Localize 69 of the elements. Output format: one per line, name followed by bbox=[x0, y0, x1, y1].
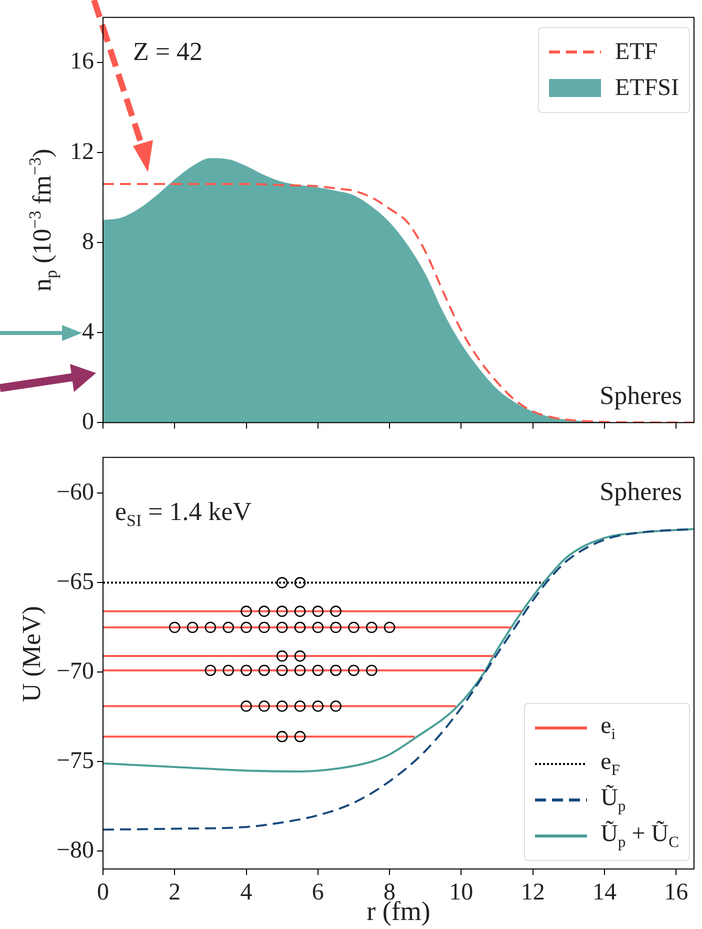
point bbox=[348, 622, 360, 634]
point bbox=[240, 606, 252, 617]
annotation: Spheres bbox=[600, 380, 682, 410]
point bbox=[240, 700, 252, 712]
y-axis-title: U (MeV) bbox=[17, 606, 46, 702]
legend-label: ETFSI bbox=[614, 74, 679, 102]
point bbox=[276, 650, 288, 662]
point bbox=[204, 622, 216, 634]
point bbox=[294, 664, 306, 676]
point bbox=[276, 606, 288, 617]
legend-label: Ũ$_{p}$ bbox=[600, 784, 626, 816]
point bbox=[294, 650, 306, 662]
x-tick-label: 4 bbox=[240, 880, 252, 906]
y-tick-label: −65 bbox=[56, 568, 94, 595]
point bbox=[294, 730, 306, 742]
y-tick-label: −70 bbox=[56, 658, 94, 684]
point bbox=[222, 664, 234, 676]
point bbox=[330, 606, 342, 617]
point bbox=[312, 606, 324, 617]
legend-label: ETF bbox=[614, 38, 658, 66]
y-tick-label: 12 bbox=[70, 138, 94, 165]
point bbox=[258, 700, 270, 712]
point bbox=[222, 622, 234, 634]
point bbox=[330, 700, 342, 712]
annotation: e$_{SI}$ = 1.4 keV bbox=[115, 497, 252, 531]
point bbox=[294, 622, 306, 634]
point bbox=[240, 622, 252, 634]
legend-label: e$_{F}$ bbox=[600, 748, 620, 780]
point bbox=[204, 664, 216, 676]
point bbox=[276, 577, 288, 588]
x-tick-label: 10 bbox=[449, 880, 474, 906]
point bbox=[312, 622, 324, 634]
y-tick-label: −60 bbox=[56, 479, 94, 506]
legend-label: Ũ$_{p}$ + Ũ$_{C}$ bbox=[600, 820, 679, 852]
y-tick-label: −80 bbox=[56, 837, 94, 864]
point bbox=[186, 622, 198, 634]
point bbox=[276, 622, 288, 634]
annotation: Z = 42 bbox=[133, 37, 203, 66]
y-tick-label: 4 bbox=[82, 318, 94, 345]
x-tick-label: 6 bbox=[312, 880, 324, 906]
point bbox=[294, 606, 306, 617]
point bbox=[366, 622, 378, 634]
point bbox=[294, 700, 306, 712]
x-tick-label: 2 bbox=[168, 880, 181, 906]
point bbox=[312, 664, 324, 676]
point bbox=[348, 664, 360, 676]
y-tick-label: 0 bbox=[82, 408, 94, 435]
x-tick-label: 12 bbox=[520, 880, 545, 906]
y-tick-label: 16 bbox=[70, 48, 94, 75]
point bbox=[330, 664, 342, 676]
annotation: Spheres bbox=[600, 477, 682, 506]
point bbox=[276, 700, 288, 712]
point bbox=[276, 664, 288, 676]
point bbox=[258, 664, 270, 676]
point bbox=[312, 700, 324, 712]
point bbox=[384, 622, 396, 634]
x-tick-label: 14 bbox=[592, 880, 616, 906]
point bbox=[240, 664, 252, 676]
x-tick-label: 16 bbox=[664, 880, 688, 906]
point bbox=[294, 577, 306, 588]
y-tick-label: −75 bbox=[56, 748, 94, 774]
point bbox=[258, 606, 270, 617]
point bbox=[366, 664, 378, 676]
legend-label: e$_{i}$ bbox=[600, 712, 616, 744]
point bbox=[330, 622, 342, 634]
point bbox=[276, 730, 288, 742]
y-tick-label: 8 bbox=[82, 228, 94, 255]
point bbox=[168, 622, 180, 634]
point bbox=[258, 622, 270, 634]
